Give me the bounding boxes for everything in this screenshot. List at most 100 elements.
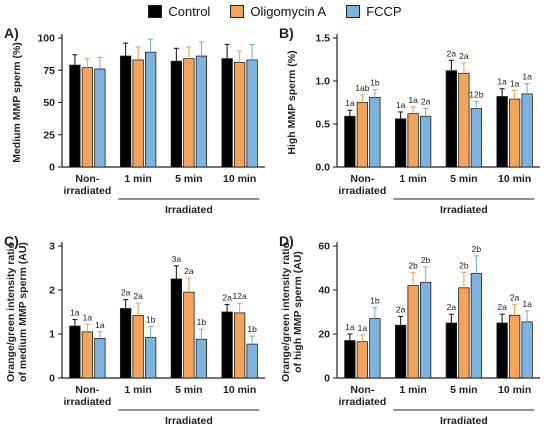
- data-label: 2a: [222, 293, 232, 303]
- data-label: 1b: [197, 317, 207, 327]
- bar: [496, 322, 508, 379]
- chart-panel-a: A)Medium MMP sperm (%) 0 25 50 75 100 Non-irra…: [4, 25, 265, 216]
- legend-swatch-control: [148, 4, 163, 18]
- group-label: Irradiated: [440, 415, 488, 427]
- chart-panel-d: D)Orange/green intensity ratio of high MM…: [279, 233, 540, 427]
- bar: [419, 115, 432, 168]
- data-label: 1a: [522, 72, 532, 82]
- bar: [144, 337, 157, 379]
- y-axis-label: High MMP sperm (%): [286, 50, 298, 154]
- x-tick-label: 5 min: [175, 173, 202, 185]
- legend: Control Oligomycin A FCCP: [0, 2, 550, 20]
- bar: [508, 98, 521, 168]
- data-label: 1b: [370, 78, 380, 88]
- data-label: 1a: [408, 95, 418, 105]
- data-label: 1a: [510, 78, 520, 88]
- bar: [445, 70, 458, 168]
- data-label: 2a: [447, 48, 457, 58]
- data-label: 2a: [421, 97, 431, 107]
- legend-item-control: Control: [148, 4, 210, 19]
- y-tick-label: 75: [43, 65, 55, 77]
- x-tick-label: irradiated: [63, 396, 111, 408]
- data-label: 1a: [95, 320, 105, 330]
- data-label: 1a: [83, 312, 93, 322]
- legend-label-fccp: FCCP: [366, 3, 402, 19]
- y-axis-label: of medium MMP sperm (AU): [17, 242, 29, 382]
- data-label: 1a: [396, 100, 406, 110]
- bar: [445, 322, 458, 379]
- bar: [521, 321, 533, 379]
- bar: [144, 51, 157, 168]
- bar: [394, 118, 407, 168]
- data-label: 2a: [447, 302, 457, 312]
- bar: [81, 331, 94, 379]
- y-tick-label: 40: [318, 285, 330, 297]
- bar: [183, 58, 195, 168]
- data-label: 1a: [358, 323, 368, 333]
- bar: [69, 325, 81, 379]
- data-label: 1b: [146, 315, 156, 325]
- bar: [470, 108, 483, 168]
- y-axis-label: Orange/green intensity ratio: [5, 242, 17, 382]
- y-tick-label: 3: [49, 241, 55, 253]
- bar: [81, 67, 94, 168]
- x-tick-label: 5 min: [175, 384, 202, 396]
- group-label: Irradiated: [165, 204, 213, 216]
- bar: [407, 113, 419, 168]
- x-tick-label: 10 min: [223, 173, 256, 185]
- y-tick-label: 0: [49, 162, 55, 174]
- data-label: 1a: [345, 322, 355, 332]
- x-tick-label: irradiated: [338, 396, 386, 408]
- y-tick-label: 20: [318, 329, 330, 341]
- bar: [369, 318, 381, 379]
- panel-label: D): [279, 233, 294, 249]
- data-label: 2b: [459, 260, 469, 270]
- data-label: 1ab: [355, 83, 369, 93]
- bar: [246, 343, 258, 379]
- bar: [356, 341, 369, 379]
- bar: [221, 311, 233, 379]
- bar: [170, 278, 183, 379]
- y-tick-label: 1: [49, 329, 55, 341]
- panel-label: B): [279, 25, 294, 41]
- data-label: 1a: [70, 307, 80, 317]
- bar: [458, 287, 470, 379]
- bar: [508, 314, 521, 379]
- bar: [344, 115, 356, 168]
- legend-label-oligomycin: Oligomycin A: [250, 3, 327, 19]
- y-tick-label: 0: [324, 373, 330, 385]
- panel-label: C): [4, 233, 19, 249]
- bar: [195, 338, 208, 379]
- bar: [183, 291, 195, 379]
- x-tick-label: Non-: [350, 173, 374, 185]
- data-label: 2a: [121, 288, 131, 298]
- y-axis-label: of high MMP sperm (AU): [292, 251, 304, 373]
- bar: [69, 64, 81, 168]
- legend-item-fccp: FCCP: [346, 3, 402, 19]
- bar: [195, 55, 208, 168]
- bar: [132, 315, 144, 379]
- data-label: 2a: [184, 266, 194, 276]
- bar: [221, 58, 233, 168]
- data-label: 2a: [396, 304, 406, 314]
- data-label: 2a: [459, 51, 469, 61]
- y-axis-label: Orange/green intensity ratio: [280, 242, 292, 382]
- bar: [170, 60, 183, 168]
- bar: [369, 96, 381, 168]
- y-tick-label: 60: [318, 241, 330, 253]
- group-label: Irradiated: [440, 204, 488, 216]
- legend-swatch-fccp: [346, 4, 361, 18]
- x-tick-label: Non-: [350, 384, 374, 396]
- bar: [233, 62, 246, 168]
- x-tick-label: 1 min: [124, 173, 151, 185]
- bar: [119, 308, 132, 379]
- x-tick-label: Non-: [75, 384, 99, 396]
- x-tick-label: 1 min: [399, 173, 426, 185]
- data-label: 2a: [497, 302, 507, 312]
- y-tick-label: 0: [49, 373, 55, 385]
- bar: [521, 93, 533, 168]
- bar: [94, 338, 106, 379]
- bar: [246, 59, 258, 168]
- x-tick-label: irradiated: [338, 185, 386, 197]
